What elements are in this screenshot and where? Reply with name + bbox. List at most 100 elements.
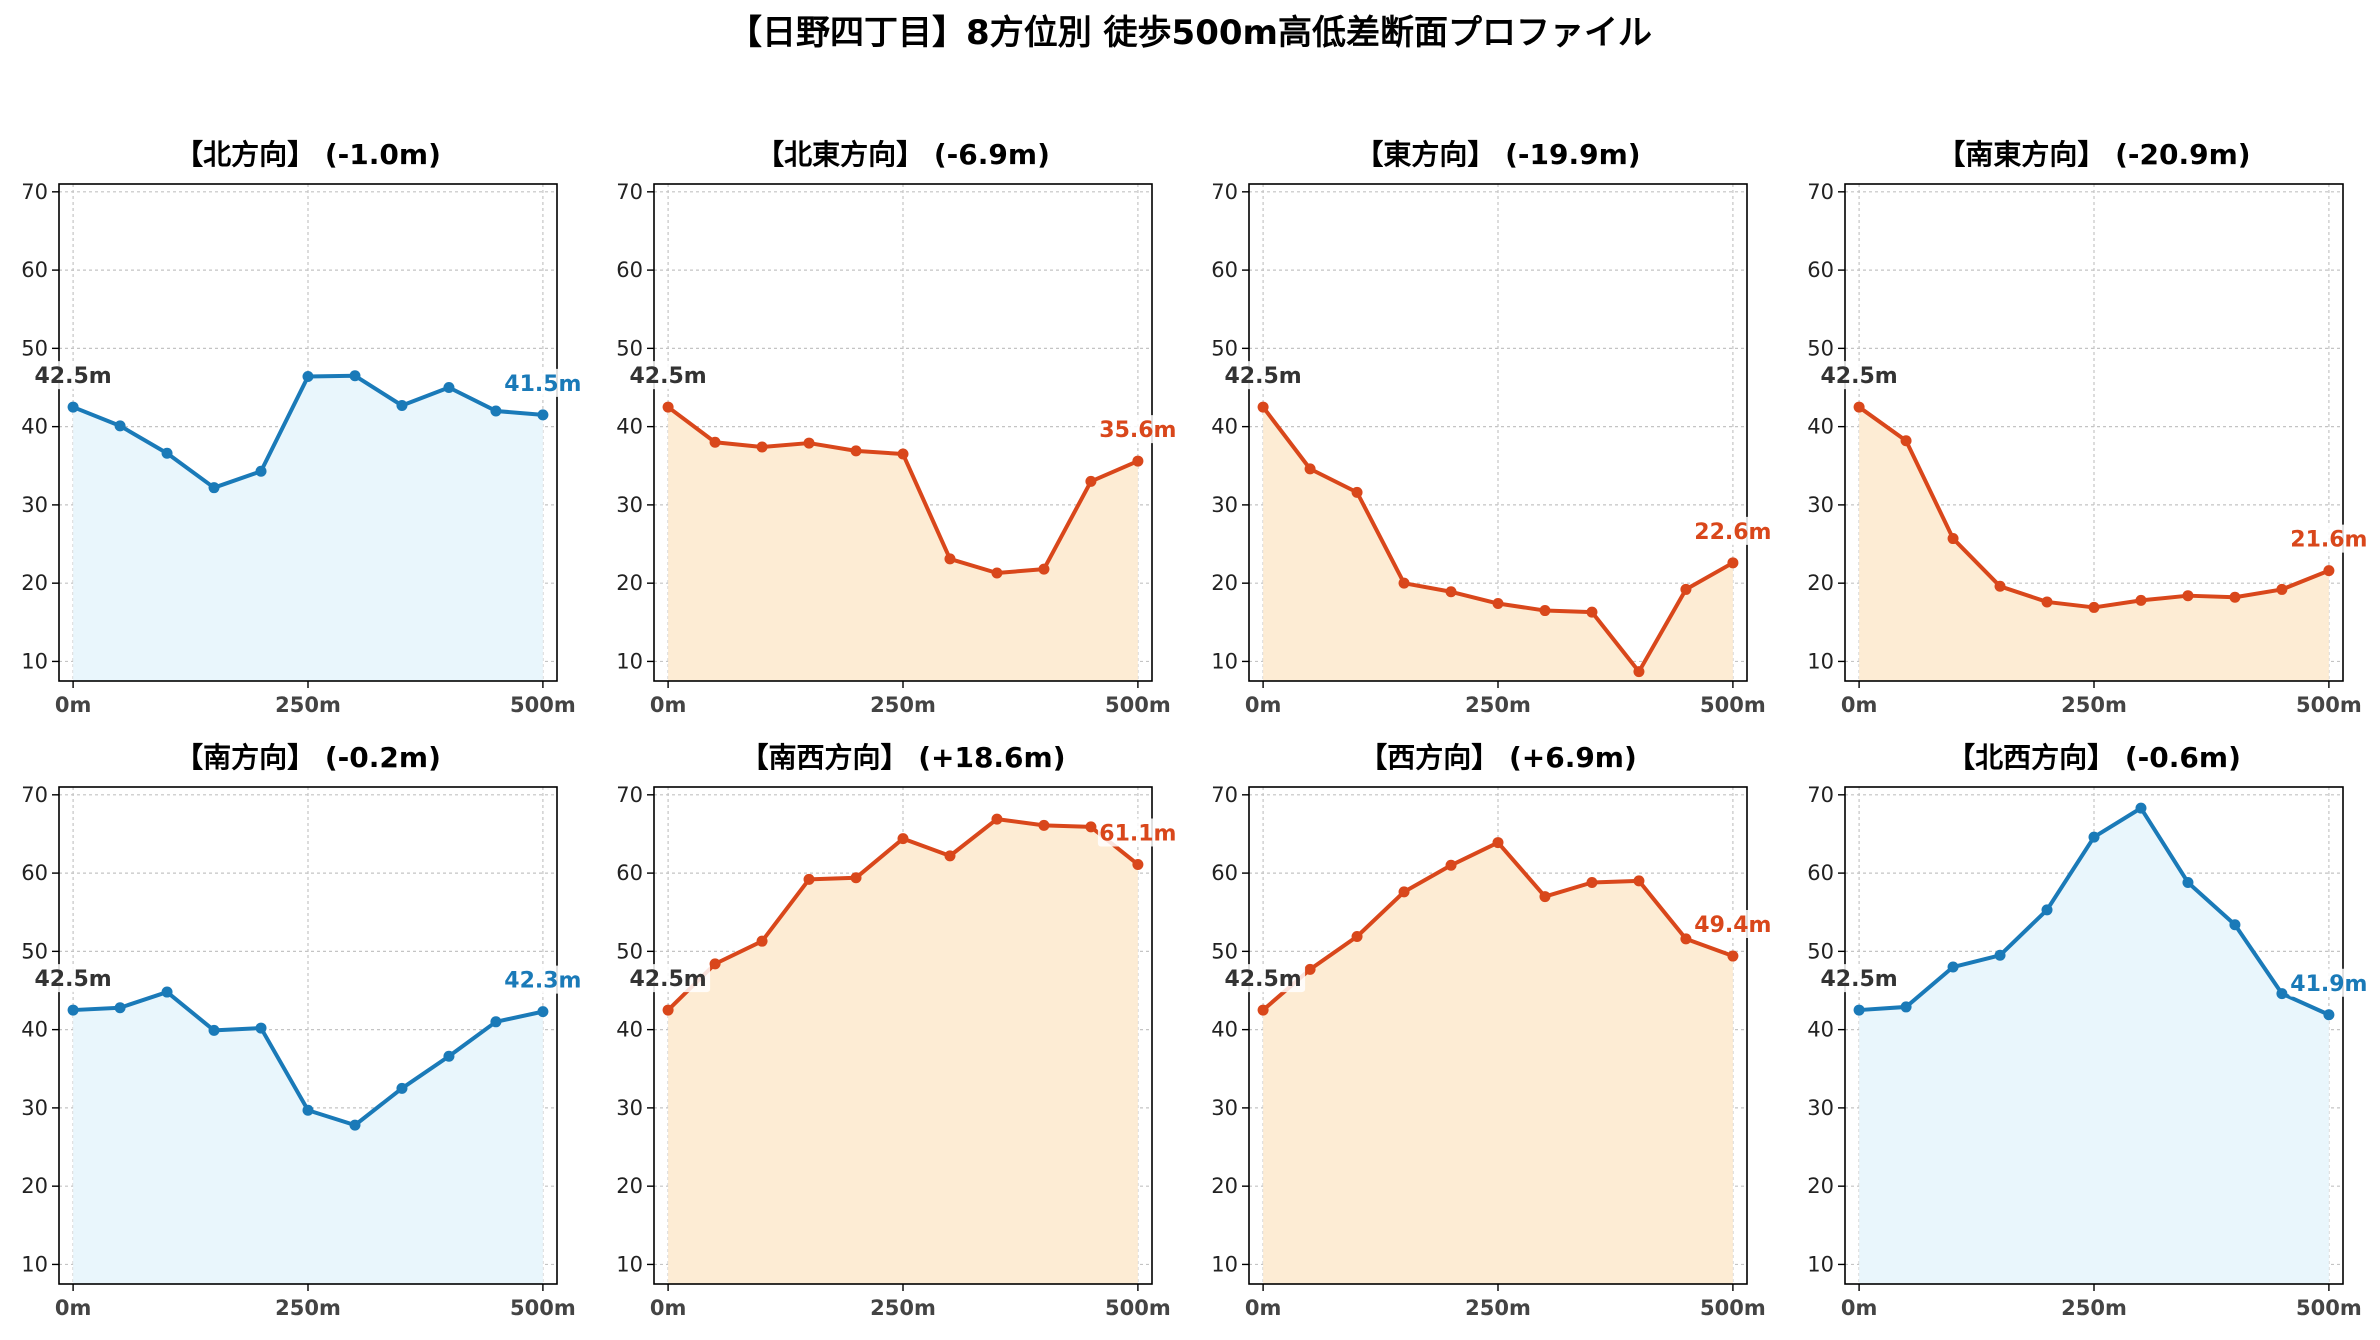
x-tick-label: 500m — [1105, 693, 1171, 717]
data-point — [2182, 876, 2194, 888]
data-point — [490, 405, 502, 417]
y-tick-label: 70 — [616, 783, 643, 807]
data-point — [1492, 598, 1504, 610]
data-point — [1445, 586, 1457, 598]
data-point — [1900, 435, 1912, 447]
y-tick-label: 30 — [616, 1096, 643, 1120]
elevation-area — [73, 375, 543, 681]
data-point — [2135, 594, 2147, 606]
elevation-area — [1263, 842, 1733, 1284]
data-point — [803, 873, 815, 885]
panel-title: 【北東方向】 (-6.9m) — [756, 138, 1050, 171]
data-point — [944, 553, 956, 565]
data-point — [2276, 988, 2288, 1000]
data-point — [1680, 583, 1692, 595]
panel-title: 【北方向】 (-1.0m) — [175, 138, 441, 171]
data-point — [1853, 1004, 1865, 1016]
y-tick-label: 70 — [21, 180, 48, 204]
panel-title: 【東方向】 (-19.9m) — [1355, 138, 1640, 171]
end-elevation-label: 35.6m — [1099, 418, 1176, 443]
panel-title: 【南西方向】 (+18.6m) — [740, 741, 1065, 774]
data-point — [1727, 950, 1739, 962]
data-point — [756, 935, 768, 947]
data-point — [67, 1004, 79, 1016]
end-label-background — [1097, 818, 1178, 847]
data-point — [114, 420, 126, 432]
y-tick-label: 70 — [1807, 783, 1834, 807]
data-point — [349, 370, 361, 382]
data-point — [709, 958, 721, 970]
y-tick-label: 40 — [1211, 415, 1238, 439]
x-tick-label: 250m — [1465, 1296, 1531, 1320]
data-point — [662, 1004, 674, 1016]
y-tick-label: 50 — [1807, 939, 1834, 963]
end-elevation-label: 21.6m — [2290, 528, 2367, 553]
end-label-background — [1097, 415, 1178, 444]
data-point — [1304, 963, 1316, 975]
data-point — [161, 447, 173, 459]
y-tick-label: 50 — [1807, 336, 1834, 360]
data-point — [662, 401, 674, 413]
data-point — [1539, 605, 1551, 617]
data-point — [537, 409, 549, 421]
elevation-area — [1263, 407, 1733, 681]
data-point — [396, 399, 408, 411]
data-point — [1132, 455, 1144, 467]
start-elevation-label: 42.5m — [1224, 967, 1301, 992]
elevation-area — [668, 407, 1138, 681]
end-label-background — [1692, 516, 1773, 545]
data-point — [349, 1119, 361, 1131]
elevation-area — [73, 992, 543, 1284]
start-label-background — [1221, 964, 1306, 993]
y-tick-label: 30 — [1211, 493, 1238, 517]
x-tick-label: 0m — [650, 1296, 687, 1320]
y-tick-label: 10 — [1807, 649, 1834, 673]
end-label-background — [502, 368, 583, 397]
data-point — [1680, 933, 1692, 945]
end-label-background — [2288, 968, 2369, 997]
y-tick-label: 70 — [1211, 783, 1238, 807]
y-tick-label: 60 — [1211, 258, 1238, 282]
data-point — [1398, 577, 1410, 589]
y-tick-label: 60 — [21, 258, 48, 282]
x-tick-label: 0m — [1245, 1296, 1282, 1320]
end-elevation-label: 22.6m — [1694, 520, 1771, 545]
start-elevation-label: 42.5m — [34, 364, 111, 389]
y-tick-label: 60 — [616, 861, 643, 885]
x-tick-label: 0m — [55, 1296, 92, 1320]
y-tick-label: 20 — [1807, 571, 1834, 595]
elevation-panel-4: 【南東方向】 (-20.9m) 10 20 30 40 50 60 70 0m 250m 500m 4… — [1807, 138, 2369, 717]
start-label-background — [1817, 964, 1902, 993]
data-point — [850, 445, 862, 457]
data-point — [1038, 563, 1050, 575]
x-tick-label: 0m — [650, 693, 687, 717]
start-label-background — [1221, 361, 1306, 390]
data-point — [2323, 565, 2335, 577]
y-tick-label: 20 — [21, 571, 48, 595]
x-tick-label: 250m — [275, 1296, 341, 1320]
data-point — [396, 1082, 408, 1094]
start-label-background — [31, 361, 116, 390]
y-tick-label: 20 — [1807, 1174, 1834, 1198]
y-tick-label: 40 — [1211, 1018, 1238, 1042]
data-point — [537, 1006, 549, 1018]
y-tick-label: 30 — [1211, 1096, 1238, 1120]
data-point — [803, 437, 815, 449]
data-point — [302, 1104, 314, 1116]
x-tick-label: 250m — [870, 1296, 936, 1320]
data-point — [1853, 401, 1865, 413]
data-point — [208, 1024, 220, 1036]
data-point — [1994, 580, 2006, 592]
x-tick-label: 500m — [2296, 1296, 2362, 1320]
x-tick-label: 0m — [1245, 693, 1282, 717]
end-label-background — [1692, 910, 1773, 939]
x-tick-label: 500m — [2296, 693, 2362, 717]
x-tick-label: 500m — [1105, 1296, 1171, 1320]
x-tick-label: 250m — [275, 693, 341, 717]
elevation-panel-3: 【東方向】 (-19.9m) 10 20 30 40 50 60 70 0m 250m 500m 42… — [1211, 138, 1773, 717]
elevation-panel-1: 【北方向】 (-1.0m) 10 20 30 40 50 60 70 0m 250m 500m 42.… — [21, 138, 583, 717]
y-tick-label: 10 — [616, 649, 643, 673]
y-tick-label: 40 — [616, 1018, 643, 1042]
data-point — [2229, 591, 2241, 603]
